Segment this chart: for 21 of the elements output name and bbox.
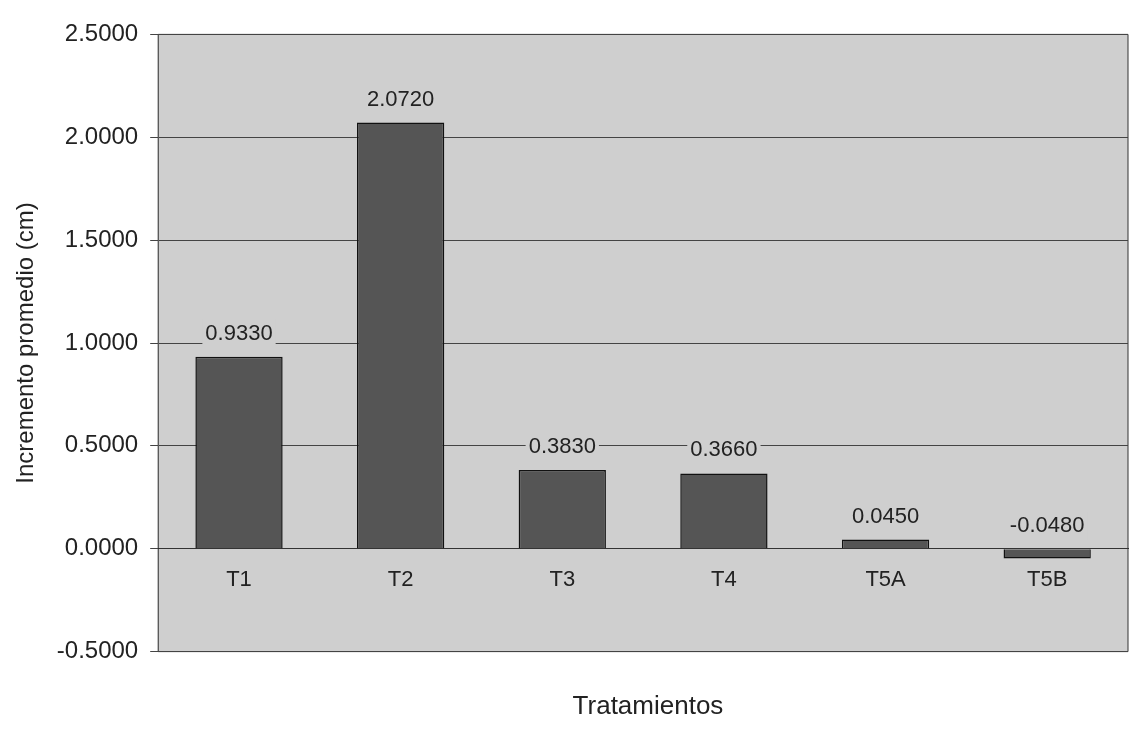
y-tick-label: 1.0000 (64, 327, 139, 355)
x-tick-label: T1 (226, 566, 252, 591)
y-tick-label: 2.5000 (64, 19, 139, 47)
y-tick-label: -0.5000 (56, 636, 139, 664)
x-tick-label: T3 (549, 566, 576, 591)
data-label: -0.0480 (1009, 512, 1085, 538)
x-tick-label: T4 (711, 566, 737, 591)
data-label: 0.0450 (851, 502, 920, 528)
data-label: 2.0720 (367, 85, 435, 111)
data-label: 0.3830 (528, 433, 596, 458)
data-label: 0.9330 (205, 319, 273, 345)
x-tick-label: T2 (387, 566, 414, 591)
x-axis-title: Tratamientos (571, 690, 725, 721)
y-tick-label: 0.5000 (64, 430, 139, 458)
x-tick-label: T5B (1027, 566, 1068, 591)
data-label: 0.3660 (690, 436, 758, 462)
y-axis-title: Incremento promedio (cm) (11, 202, 39, 484)
x-tick-label: T5A (865, 566, 907, 591)
y-tick-label: 0.0000 (64, 533, 139, 561)
y-tick-label: 2.0000 (64, 121, 139, 149)
y-tick-label: 1.5000 (64, 224, 139, 252)
